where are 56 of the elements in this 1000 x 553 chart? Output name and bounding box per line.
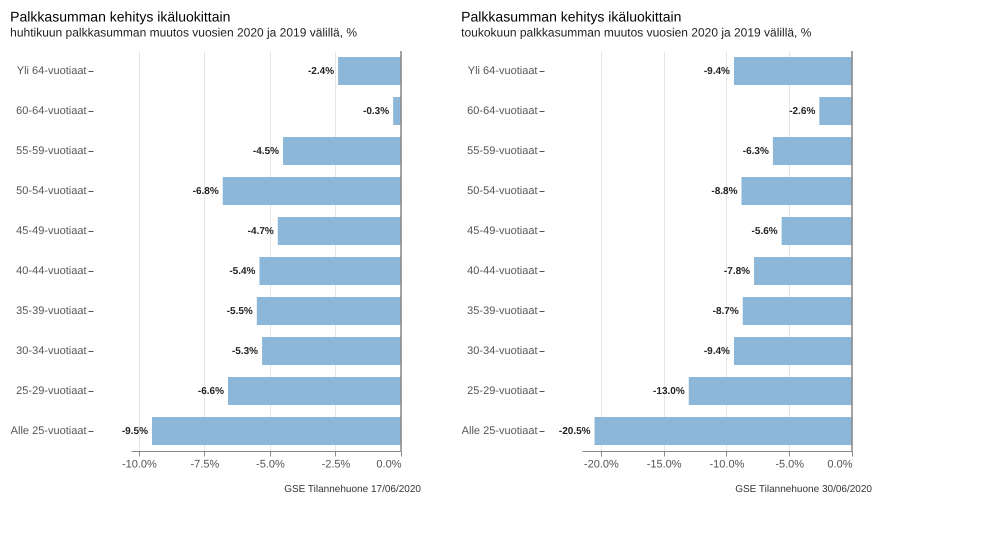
data-label: -6.6% bbox=[198, 386, 224, 397]
data-label: -7.8% bbox=[724, 266, 750, 277]
y-tick-label: 60-64-vuotiaat bbox=[16, 105, 86, 117]
y-tick-label: 25-29-vuotiaat bbox=[467, 385, 538, 397]
x-tick-label: 0.0% bbox=[827, 458, 853, 470]
y-tick-label: 60-64-vuotiaat bbox=[467, 105, 538, 117]
data-label: -2.4% bbox=[308, 66, 334, 77]
data-label: -2.6% bbox=[789, 106, 816, 117]
x-tick-label: -10.0% bbox=[122, 458, 158, 470]
data-label: -9.4% bbox=[704, 346, 730, 357]
x-tick-label: -2.5% bbox=[322, 458, 351, 470]
chart-title: Palkkasumman kehitys ikäluokittain bbox=[10, 8, 230, 24]
y-tick-label: 40-44-vuotiaat bbox=[16, 265, 86, 277]
x-tick-label: -10.0% bbox=[709, 458, 745, 470]
y-tick-label: 25-29-vuotiaat bbox=[16, 385, 86, 397]
x-tick-label: -7.5% bbox=[190, 458, 220, 470]
y-tick-label: 45-49-vuotiaat bbox=[467, 225, 538, 237]
text: GSE Tilannehuone 30/06/2020 bbox=[735, 484, 872, 495]
y-tick-label: Alle 25-vuotiaat bbox=[462, 425, 538, 437]
y-tick-label: 30-34-vuotiaat bbox=[467, 345, 538, 357]
data-label: -5.5% bbox=[226, 306, 253, 317]
data-label: -9.4% bbox=[704, 66, 730, 77]
y-tick-label: 50-54-vuotiaat bbox=[467, 185, 538, 197]
data-label: -6.8% bbox=[192, 186, 219, 197]
x-tick-label: -15.0% bbox=[646, 458, 682, 470]
chart-subtitle: toukokuun palkkasumman muutos vuosien 2020 ja 2019 välillä, % bbox=[461, 25, 812, 40]
data-label: -4.7% bbox=[248, 226, 274, 237]
data-label: -0.3% bbox=[363, 106, 390, 117]
chart-subtitle: huhtikuun palkkasumman muutos vuosien 2020 ja 2019 välillä, % bbox=[10, 25, 358, 40]
data-label: -4.5% bbox=[252, 146, 280, 157]
y-tick-label: 30-34-vuotiaat bbox=[16, 345, 86, 357]
data-label: -8.8% bbox=[711, 186, 738, 197]
y-tick-label: Alle 25-vuotiaat bbox=[10, 425, 86, 437]
y-tick-label: Yli 64-vuotiaat bbox=[16, 65, 86, 77]
y-tick-label: 40-44-vuotiaat bbox=[467, 265, 538, 277]
data-label: -20.5% bbox=[558, 426, 591, 437]
y-tick-label: 55-59-vuotiaat bbox=[16, 145, 86, 157]
data-label: -5.6% bbox=[752, 226, 778, 237]
y-tick-label: 35-39-vuotiaat bbox=[467, 305, 538, 317]
y-tick-label: 55-59-vuotiaat bbox=[467, 145, 538, 157]
data-label: -8.7% bbox=[712, 306, 739, 317]
chart-title: Palkkasumman kehitys ikäluokittain bbox=[461, 8, 682, 24]
text: GSE Tilannehuone 17/06/2020 bbox=[284, 484, 422, 495]
data-label: -5.4% bbox=[229, 266, 256, 277]
data-label: -9.5% bbox=[122, 426, 148, 437]
y-tick-label: 35-39-vuotiaat bbox=[16, 305, 86, 317]
y-tick-label: 45-49-vuotiaat bbox=[16, 225, 86, 237]
data-label: -13.0% bbox=[653, 386, 685, 397]
y-tick-label: 50-54-vuotiaat bbox=[16, 185, 86, 197]
x-tick-label: -5.0% bbox=[256, 458, 286, 470]
x-tick-label: -20.0% bbox=[584, 458, 619, 470]
data-label: -5.3% bbox=[232, 346, 258, 357]
x-tick-label: 0.0% bbox=[376, 458, 402, 470]
x-tick-label: -5.0% bbox=[775, 458, 804, 470]
y-tick-label: Yli 64-vuotiaat bbox=[468, 65, 538, 77]
data-label: -6.3% bbox=[742, 146, 769, 157]
